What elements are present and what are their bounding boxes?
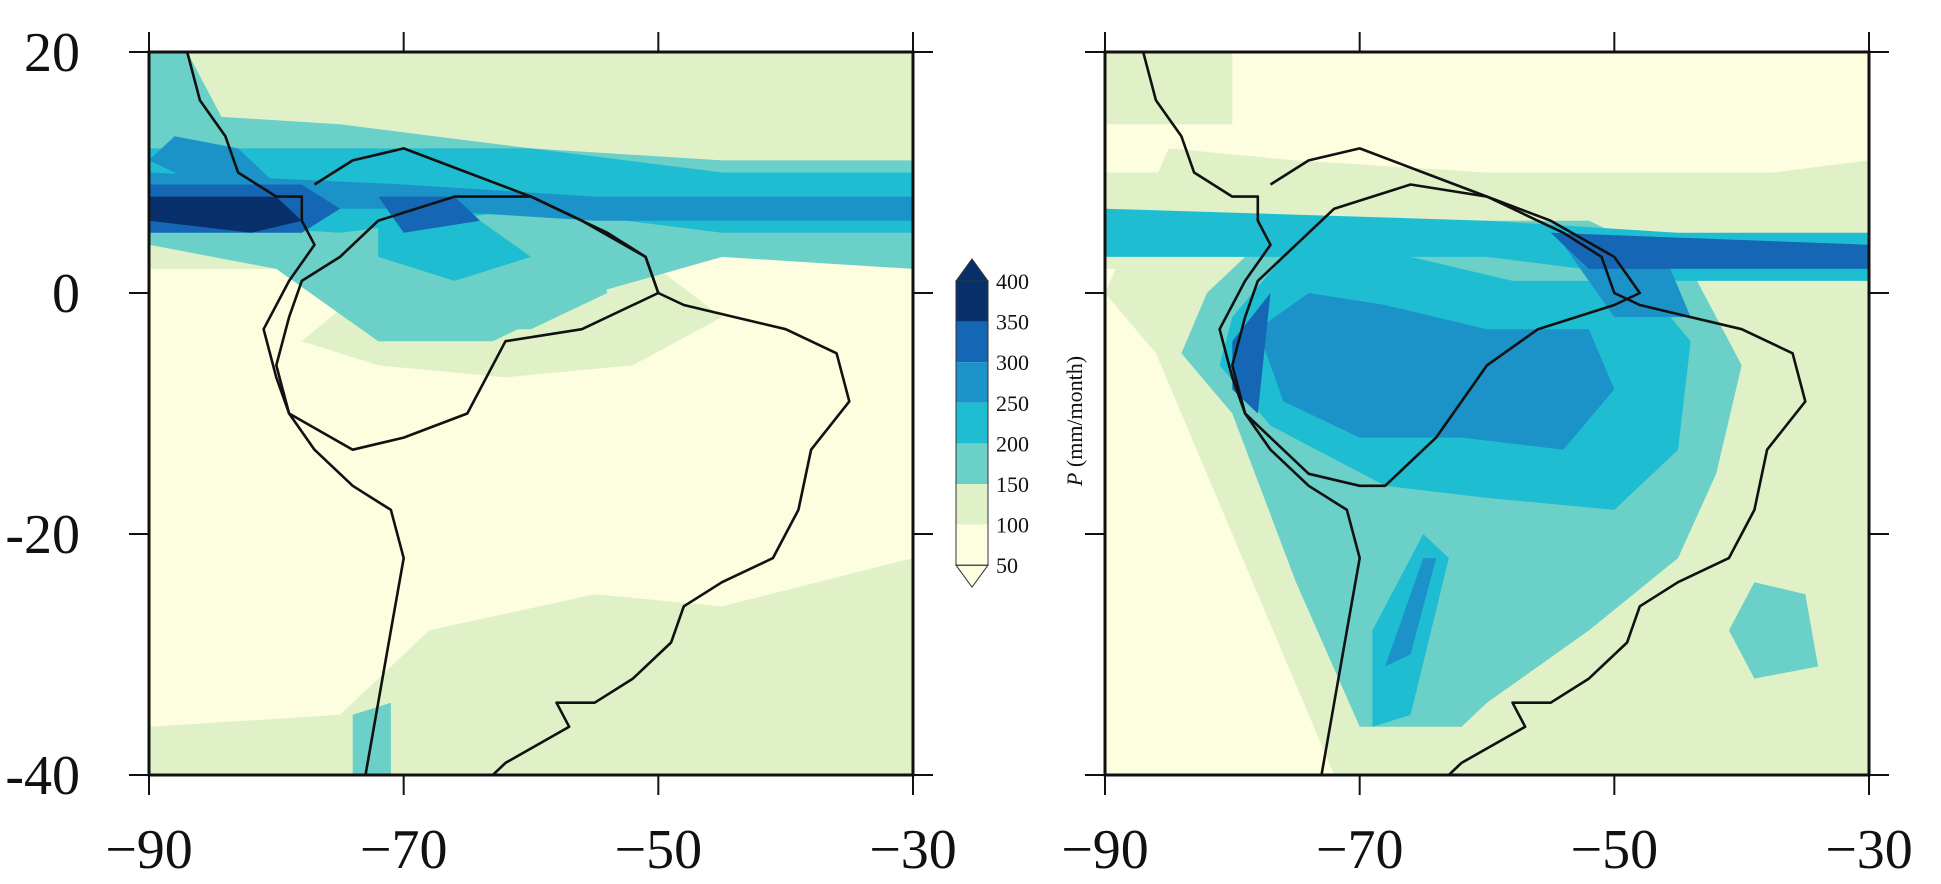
left-precip-region-12 (378, 196, 481, 233)
left-y-tick-label: 0 (52, 263, 80, 325)
colorbar-tick-label: 250 (996, 391, 1029, 416)
left-map-panel: −90 −70 −50 −30 20 0 -20 -40 (5, 22, 956, 881)
right-precip-region-10 (1385, 558, 1437, 667)
right-coastline-pacific (1141, 52, 1361, 775)
colorbar-tick-labels: 50 100 150 200 250 300 350 400 (996, 269, 1029, 578)
right-precip-region-0 (1105, 52, 1233, 125)
left-precip-regions (149, 52, 913, 775)
colorbar-swatch-5 (956, 321, 988, 363)
left-ticks (129, 32, 933, 795)
colorbar-outline (955, 280, 989, 566)
left-precip-region-10 (149, 136, 277, 185)
right-tick-labels: −90 −70 −50 −30 (1061, 819, 1913, 881)
colorbar-title: P (mm/month) (1062, 356, 1087, 487)
left-y-tick-label: -20 (5, 504, 80, 566)
colorbar-tick-label: 300 (996, 350, 1029, 375)
right-precip-region-11 (1550, 232, 1869, 269)
colorbar-tick-label: 50 (996, 553, 1018, 578)
left-x-tick-label: −70 (360, 819, 448, 881)
right-precip-region-4 (1728, 582, 1819, 679)
colorbar-title-unit: (mm/month) (1062, 356, 1087, 473)
colorbar-tick-label: 150 (996, 472, 1029, 497)
colorbar-tick-label: 350 (996, 310, 1029, 335)
colorbar-tick-label: 200 (996, 431, 1029, 456)
colorbar-swatch-2 (956, 443, 988, 484)
left-x-tick-label: −90 (105, 819, 193, 881)
colorbar-tick-label: 100 (996, 513, 1029, 538)
left-x-tick-label: −30 (869, 819, 957, 881)
colorbar-swatch-4 (956, 362, 988, 403)
colorbar-swatch-1 (956, 484, 988, 525)
colorbar-tick-label: 400 (996, 269, 1029, 294)
colorbar-swatches (955, 258, 989, 589)
right-x-tick-label: −50 (1571, 819, 1659, 881)
colorbar-extend-max (955, 258, 989, 282)
left-precip-region-4 (149, 52, 226, 149)
left-map-frame (147, 50, 915, 777)
right-x-tick-label: −90 (1061, 819, 1149, 881)
right-coastlines (1141, 52, 1807, 775)
left-y-tick-label: -40 (5, 745, 80, 807)
left-x-tick-label: −50 (615, 819, 703, 881)
colorbar-extend-min (955, 564, 989, 589)
colorbar-swatch-3 (956, 402, 988, 444)
right-coastline-amazon-boundary-right (1231, 183, 1642, 488)
colorbar-swatch-0 (956, 524, 988, 566)
right-x-tick-label: −70 (1316, 819, 1404, 881)
left-precip-region-13 (149, 196, 302, 233)
right-precip-region-8 (1257, 293, 1615, 450)
right-x-tick-label: −30 (1825, 819, 1913, 881)
right-map-panel: −90 −70 −50 −30 (1061, 32, 1913, 881)
left-coastline-amazon-boundary (274, 195, 660, 452)
left-tick-labels: −90 −70 −50 −30 20 0 -20 -40 (5, 22, 956, 881)
right-ticks (1085, 32, 1889, 795)
right-map-frame (1103, 50, 1871, 777)
colorbar-title-var: P (1062, 473, 1087, 487)
left-precip-region-0 (149, 558, 913, 775)
colorbar: 50 100 150 200 250 300 350 400 P (mm/month) (955, 258, 1087, 589)
left-y-tick-label: 20 (24, 22, 80, 84)
left-coastline-pacific (185, 52, 406, 775)
right-precip-regions (1105, 52, 1869, 775)
colorbar-swatch-6 (956, 281, 988, 322)
left-coastlines (185, 52, 851, 775)
right-precip-region-12 (1232, 293, 1271, 414)
